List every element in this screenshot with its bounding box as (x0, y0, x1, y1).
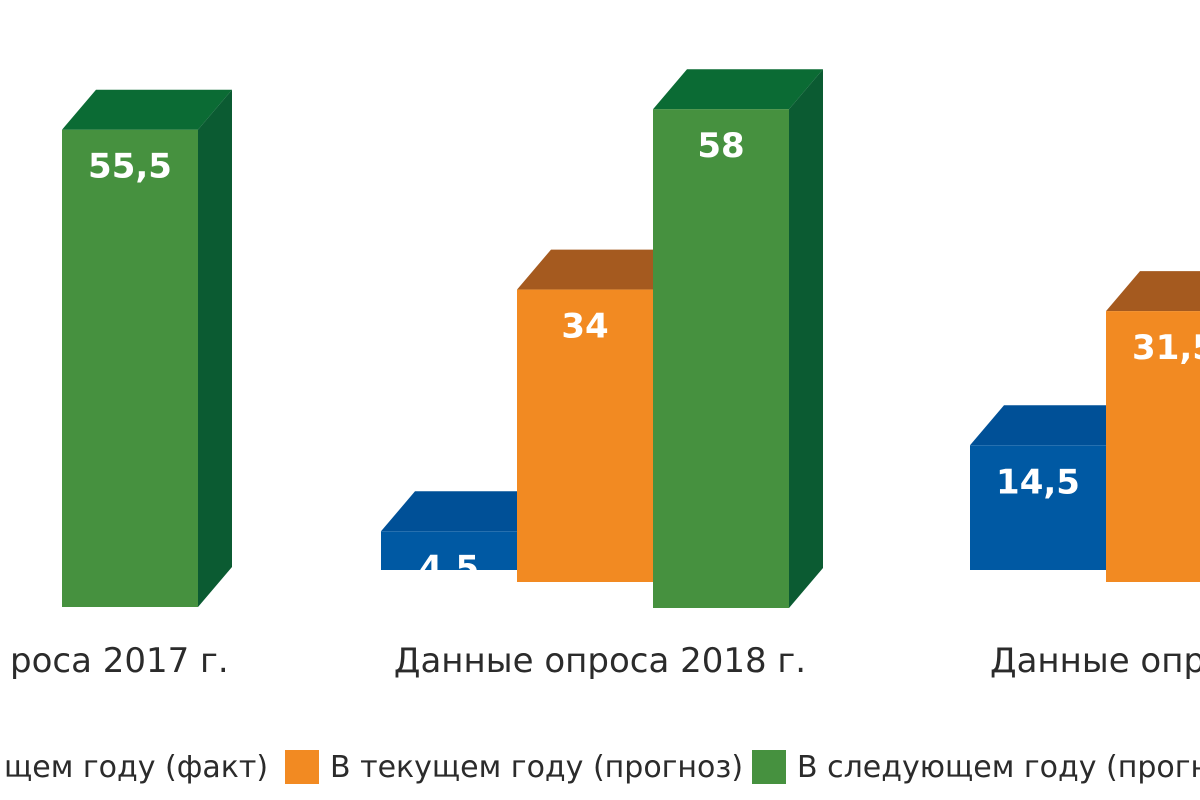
bar-front-face (517, 289, 653, 582)
bar-group: 4,5 34 58 Данные опроса 2018 г. (381, 69, 823, 681)
bar-front-face (653, 109, 789, 608)
bar: 58 (653, 69, 823, 608)
bar-group: 55,5 роса 2017 г. (10, 89, 232, 681)
bar-group: 14,5 31,5 Данные опр (970, 271, 1200, 681)
legend-label: В следующем году (прогноз) (797, 750, 1200, 785)
bar-front-face (1106, 311, 1200, 582)
bar-top-face (653, 69, 823, 110)
bar-front-face (381, 531, 517, 570)
bar-side-face (789, 69, 823, 608)
legend: щем году (факт) В текущем году (прогноз) В… (4, 750, 1200, 785)
legend-item: В следующем году (прогноз) (752, 750, 1200, 785)
legend-item: В текущем году (прогноз) (285, 750, 743, 785)
bar-front-face (62, 129, 198, 607)
data-label: 58 (697, 126, 744, 166)
data-label: 31,5 (1132, 328, 1200, 368)
bar: 31,5 (1106, 271, 1200, 582)
bar-side-face (198, 89, 232, 607)
legend-label: щем году (факт) (4, 750, 268, 785)
bar-top-face (62, 89, 232, 130)
legend-swatch (752, 750, 786, 784)
bar-groups: 55,5 роса 2017 г. 4,5 34 58 Данные опроса 201… (10, 69, 1200, 681)
bar-top-face (970, 405, 1140, 446)
bar: 55,5 (62, 89, 232, 607)
bar-front-face (970, 445, 1106, 570)
legend-swatch (285, 750, 319, 784)
category-label: Данные опроса 2018 г. (394, 641, 806, 681)
bar-top-face (381, 491, 551, 532)
category-label: роса 2017 г. (10, 641, 229, 681)
legend-item: щем году (факт) (4, 750, 268, 785)
bar-top-face (517, 249, 687, 290)
bar: 4,5 (381, 491, 551, 588)
bar-top-face (1106, 271, 1200, 312)
data-label: 14,5 (996, 462, 1080, 502)
data-label: 4,5 (419, 548, 479, 588)
category-label: Данные опр (990, 641, 1200, 681)
data-label: 55,5 (88, 147, 172, 187)
legend-label: В текущем году (прогноз) (330, 750, 743, 785)
data-label: 34 (561, 307, 608, 347)
